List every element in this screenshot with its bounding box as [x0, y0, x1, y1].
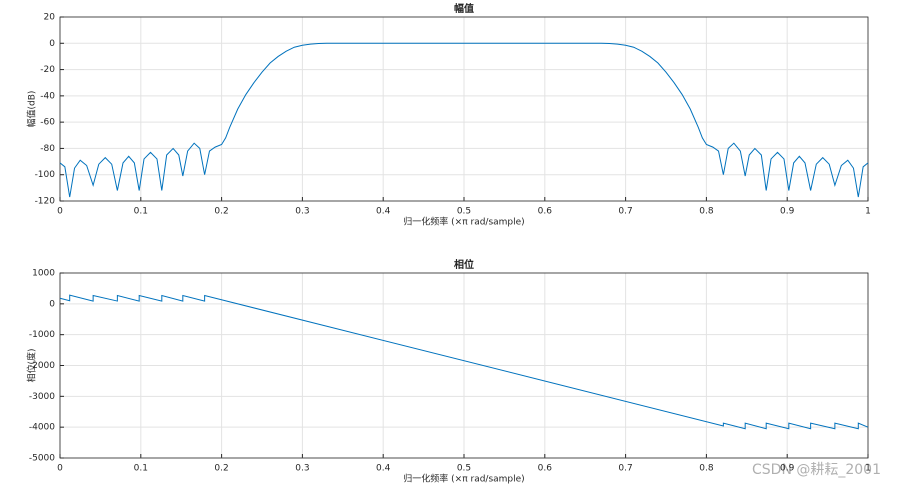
x-tick-label: 0.6	[538, 207, 553, 217]
x-tick-label: 0.8	[699, 464, 714, 474]
y-tick-label: -20	[40, 65, 55, 75]
y-tick-label: 0	[49, 39, 55, 49]
x-tick-label: 0.8	[699, 207, 714, 217]
y-tick-label: -120	[35, 197, 56, 207]
x-tick-label: 0	[57, 464, 63, 474]
x-tick-label: 0.3	[295, 464, 309, 474]
x-tick-label: 1	[865, 464, 871, 474]
x-tick-label: 0.5	[457, 464, 471, 474]
x-tick-label: 0.6	[538, 464, 553, 474]
x-axis-label: 归一化频率 (×π rad/sample)	[403, 473, 524, 485]
y-tick-label: -4000	[29, 423, 55, 433]
y-axis-label: 相位(度)	[26, 348, 38, 382]
chart-title: 相位	[454, 258, 474, 271]
x-tick-label: 0	[57, 207, 63, 217]
watermark: CSDN @耕耘_2001	[752, 461, 881, 478]
x-tick-label: 0.4	[376, 464, 391, 474]
y-axis-label: 幅值(dB)	[26, 91, 38, 128]
x-tick-label: 1	[865, 207, 871, 217]
x-tick-label: 0.1	[134, 464, 148, 474]
y-tick-label: -3000	[29, 392, 55, 402]
y-tick-label: -2000	[29, 361, 55, 371]
y-tick-label: 0	[49, 299, 55, 309]
y-tick-label: -80	[40, 144, 55, 154]
x-tick-label: 0.1	[134, 207, 148, 217]
axes-box	[59, 16, 869, 202]
y-tick-label: 1000	[32, 269, 55, 279]
x-tick-label: 0.3	[295, 207, 309, 217]
y-tick-label: -100	[35, 170, 56, 180]
x-tick-label: 0.5	[457, 207, 471, 217]
x-tick-label: 0.7	[618, 207, 632, 217]
x-tick-label: 0.4	[376, 207, 391, 217]
chart-title: 幅值	[454, 2, 474, 15]
x-axis-label: 归一化频率 (×π rad/sample)	[403, 216, 524, 228]
x-tick-label: 0.7	[618, 464, 632, 474]
y-tick-label: -60	[40, 118, 55, 128]
x-tick-label: 0.2	[214, 464, 228, 474]
data-line	[59, 42, 869, 198]
x-tick-label: 0.9	[780, 464, 795, 474]
data-line	[59, 294, 869, 430]
y-tick-label: -5000	[29, 454, 55, 464]
axes-box	[59, 272, 869, 459]
x-tick-label: 0.9	[780, 207, 795, 217]
y-tick-label: -1000	[29, 330, 55, 340]
y-tick-label: 20	[44, 13, 56, 23]
x-tick-label: 0.2	[214, 207, 228, 217]
y-tick-label: -40	[40, 91, 55, 101]
